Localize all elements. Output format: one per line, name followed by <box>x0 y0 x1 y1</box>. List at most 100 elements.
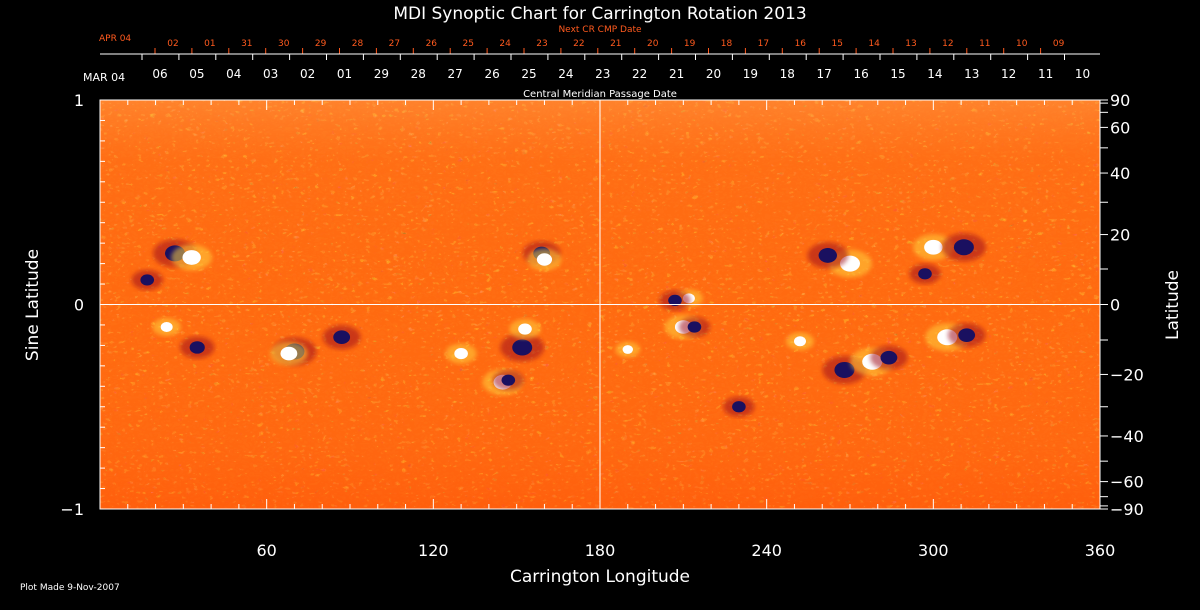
x-tick-label: 60 <box>256 541 276 560</box>
negative-polarity-patch <box>512 339 533 356</box>
next-cr-date: 31 <box>241 39 252 49</box>
positive-polarity-patch <box>182 250 201 265</box>
active-region-17 <box>500 333 545 362</box>
next-cr-date: 26 <box>426 39 438 49</box>
active-region-20 <box>492 370 524 391</box>
cmp-date: 04 <box>226 67 241 81</box>
cmp-date: 20 <box>706 67 721 81</box>
next-cr-date: 18 <box>721 39 733 49</box>
positive-polarity-patch <box>924 239 943 255</box>
next-cr-date: 16 <box>795 39 807 49</box>
cmp-date: 11 <box>1038 67 1053 81</box>
cmp-date: 14 <box>927 67 942 81</box>
cmp-date: 03 <box>263 67 278 81</box>
positive-polarity-patch <box>518 323 532 335</box>
next-cr-date: 17 <box>758 39 769 49</box>
next-cr-date: 02 <box>167 39 178 49</box>
next-cr-date: 10 <box>1016 39 1028 49</box>
next-cr-date: 29 <box>315 39 327 49</box>
next-cr-date: 13 <box>905 39 916 49</box>
negative-polarity-patch <box>668 294 682 307</box>
y-right-tick-label: 40 <box>1110 164 1130 183</box>
next-cr-date: 01 <box>204 39 215 49</box>
cmp-date: 12 <box>1001 67 1016 81</box>
y-left-tick-label: 1 <box>74 91 84 110</box>
negative-polarity-patch <box>953 239 974 256</box>
y-right-tick-label: −40 <box>1110 427 1144 446</box>
cmp-date: 22 <box>632 67 647 81</box>
y-axis-right: 90 60 40 20 0 −20 −40 −60 −90 <box>1100 91 1144 519</box>
cmp-date: 13 <box>964 67 979 81</box>
cmp-month-label: MAR 04 <box>83 71 125 84</box>
active-region-12 <box>180 336 215 359</box>
cmp-date: 18 <box>780 67 795 81</box>
y-right-tick-label: −90 <box>1110 500 1144 519</box>
negative-polarity-patch <box>818 248 837 263</box>
next-cr-date: 15 <box>831 39 842 49</box>
cmp-date: 28 <box>411 67 426 81</box>
active-region-7 <box>807 242 849 269</box>
cmp-date: 05 <box>189 67 204 81</box>
negative-polarity-patch <box>732 401 746 413</box>
y-axis-right-label: Latitude <box>1163 270 1183 340</box>
negative-polarity-patch <box>189 341 205 354</box>
positive-polarity-patch <box>794 336 806 347</box>
active-region-18 <box>509 319 541 340</box>
active-regions <box>131 233 986 417</box>
positive-polarity-patch <box>622 345 633 354</box>
next-cr-date-labels: 02 01 31 30 29 28 27 26 25 24 23 22 21 20 19 18 17 16 15 14… <box>167 39 1064 49</box>
next-cr-date: 24 <box>499 39 511 49</box>
next-cr-label: Next CR CMP Date <box>558 25 642 35</box>
cmp-date-label: Central Meridian Passage Date <box>523 89 677 100</box>
active-region-22 <box>678 316 711 337</box>
negative-polarity-patch <box>501 374 516 386</box>
active-region-3 <box>131 269 163 290</box>
active-region-8 <box>912 234 954 261</box>
cmp-date: 17 <box>817 67 832 81</box>
cmp-date: 21 <box>669 67 684 81</box>
active-region-16 <box>445 343 477 364</box>
negative-polarity-patch <box>687 321 702 333</box>
cmp-date: 19 <box>743 67 758 81</box>
y-left-tick-label: 0 <box>74 296 84 315</box>
cmp-date: 02 <box>300 67 315 81</box>
y-left-tick-label: −1 <box>60 500 84 519</box>
cmp-date-axis <box>100 53 1100 60</box>
cmp-date: 15 <box>890 67 905 81</box>
y-right-tick-label: 90 <box>1110 91 1130 110</box>
active-region-27 <box>870 345 908 370</box>
cmp-date: 23 <box>595 67 610 81</box>
y-right-tick-label: −20 <box>1110 365 1144 384</box>
cmp-date: 10 <box>1075 67 1090 81</box>
x-tick-label: 120 <box>418 541 449 560</box>
negative-polarity-patch <box>140 274 155 286</box>
negative-polarity-patch <box>834 361 855 378</box>
y-right-tick-label: 20 <box>1110 226 1130 245</box>
next-cr-date: 27 <box>389 39 400 49</box>
negative-polarity-patch <box>333 330 351 345</box>
cmp-date: 25 <box>521 67 536 81</box>
next-cr-date: 20 <box>647 39 659 49</box>
y-axis-left-label: Sine Latitude <box>23 249 43 361</box>
negative-polarity-patch <box>880 350 898 365</box>
cmp-date-labels: 06 05 04 03 02 01 29 28 27 26 25 24 23 22 21 20 19 18 17 16… <box>152 67 1090 81</box>
negative-polarity-patch <box>918 268 932 280</box>
active-region-30 <box>723 396 755 417</box>
next-cr-date: 11 <box>979 39 990 49</box>
next-cr-date: 30 <box>278 39 290 49</box>
cmp-date: 16 <box>853 67 868 81</box>
active-region-29 <box>947 323 986 348</box>
y-right-tick-label: 0 <box>1110 296 1120 315</box>
next-cr-date: 22 <box>573 39 584 49</box>
negative-polarity-patch <box>958 328 976 342</box>
cmp-date: 27 <box>448 67 463 81</box>
cmp-date: 24 <box>558 67 573 81</box>
active-region-24 <box>659 290 691 311</box>
active-region-5 <box>527 248 562 271</box>
x-tick-label: 240 <box>751 541 782 560</box>
cmp-date: 26 <box>484 67 499 81</box>
next-cr-date: 25 <box>462 39 473 49</box>
active-region-11 <box>152 317 181 336</box>
x-axis: 60 120 180 240 300 360 <box>127 100 1115 560</box>
